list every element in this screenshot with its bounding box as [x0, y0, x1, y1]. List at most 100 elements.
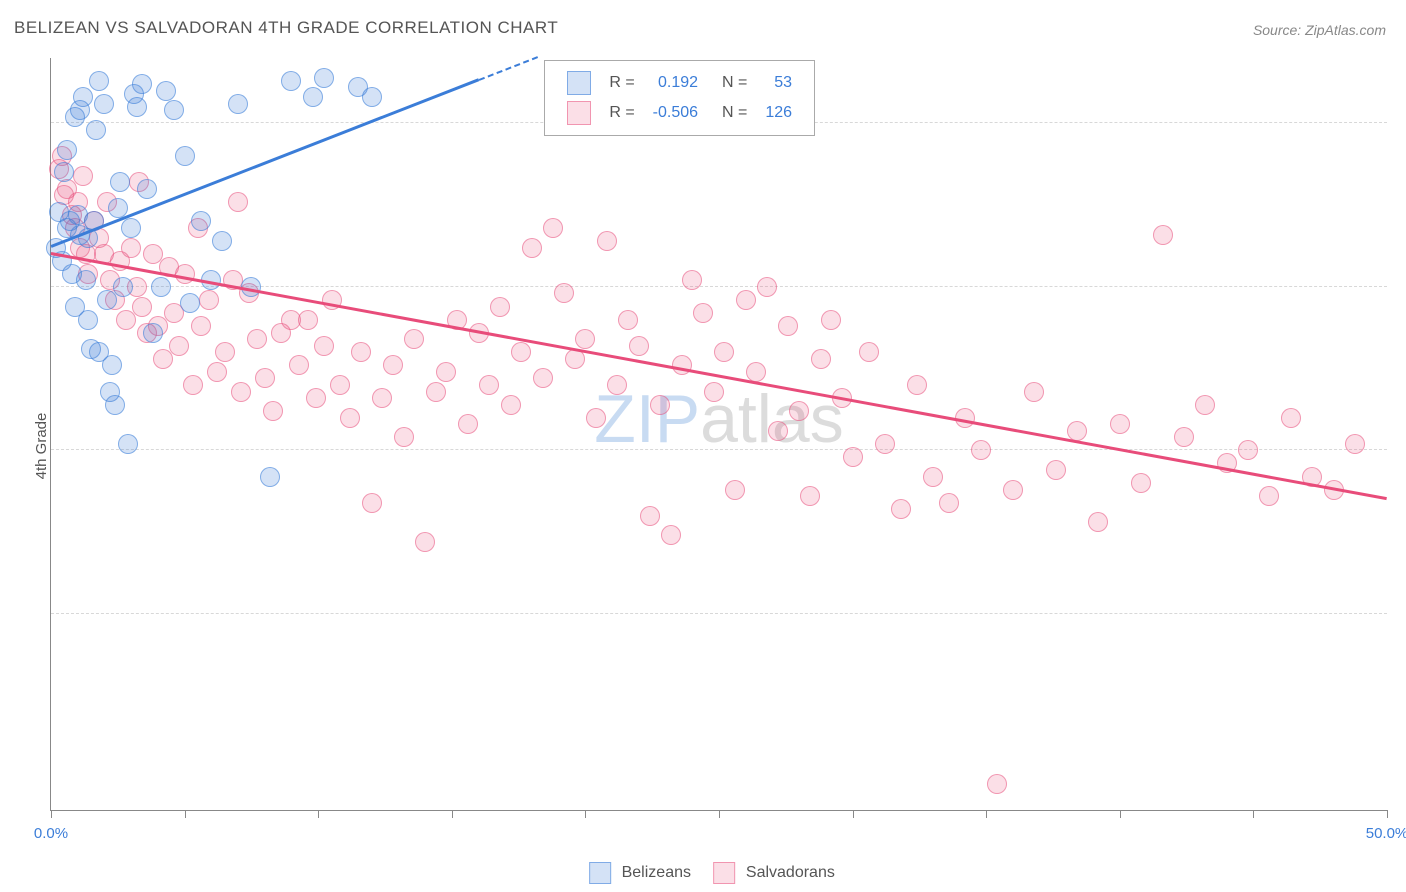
- legend-r-value: -0.506: [645, 99, 706, 127]
- x-tick: [1120, 810, 1121, 818]
- data-point: [971, 440, 991, 460]
- data-point: [164, 100, 184, 120]
- data-point: [607, 375, 627, 395]
- data-point: [113, 277, 133, 297]
- data-point: [757, 277, 777, 297]
- data-point: [672, 355, 692, 375]
- data-point: [183, 375, 203, 395]
- data-point: [207, 362, 227, 382]
- data-point: [212, 231, 232, 251]
- data-point: [228, 94, 248, 114]
- data-point: [704, 382, 724, 402]
- data-point: [132, 297, 152, 317]
- data-point: [228, 192, 248, 212]
- data-point: [121, 218, 141, 238]
- data-point: [1281, 408, 1301, 428]
- data-point: [1238, 440, 1258, 460]
- data-point: [362, 87, 382, 107]
- legend-n-label: N =: [708, 69, 755, 97]
- data-point: [116, 310, 136, 330]
- x-tick: [318, 810, 319, 818]
- data-point: [215, 342, 235, 362]
- data-point: [57, 140, 77, 160]
- x-tick: [986, 810, 987, 818]
- data-point: [1259, 486, 1279, 506]
- x-tick: [185, 810, 186, 818]
- data-point: [415, 532, 435, 552]
- data-point: [383, 355, 403, 375]
- x-tick: [585, 810, 586, 818]
- data-point: [175, 264, 195, 284]
- data-point: [97, 290, 117, 310]
- data-point: [118, 434, 138, 454]
- trend-line: [51, 78, 479, 247]
- data-point: [169, 336, 189, 356]
- data-point: [923, 467, 943, 487]
- data-point: [843, 447, 863, 467]
- data-point: [746, 362, 766, 382]
- data-point: [137, 179, 157, 199]
- data-point: [76, 270, 96, 290]
- data-point: [73, 166, 93, 186]
- data-point: [575, 329, 595, 349]
- data-point: [736, 290, 756, 310]
- data-point: [1088, 512, 1108, 532]
- legend-bottom: Belizeans Salvadorans: [571, 862, 835, 884]
- data-point: [725, 480, 745, 500]
- trend-line: [51, 252, 1387, 500]
- x-tick: [1253, 810, 1254, 818]
- legend-n-value: 53: [757, 69, 800, 97]
- data-point: [682, 270, 702, 290]
- data-point: [891, 499, 911, 519]
- data-point: [231, 382, 251, 402]
- data-point: [1110, 414, 1130, 434]
- data-point: [618, 310, 638, 330]
- data-point: [554, 283, 574, 303]
- x-tick: [719, 810, 720, 818]
- data-point: [1003, 480, 1023, 500]
- legend-r-label: R =: [601, 99, 642, 127]
- data-point: [298, 310, 318, 330]
- data-point: [789, 401, 809, 421]
- data-point: [191, 316, 211, 336]
- y-tick-label: 90.0%: [1397, 425, 1406, 442]
- data-point: [362, 493, 382, 513]
- data-point: [153, 349, 173, 369]
- data-point: [1067, 421, 1087, 441]
- data-point: [543, 218, 563, 238]
- legend-swatch: [567, 71, 591, 95]
- data-point: [640, 506, 660, 526]
- data-point: [94, 94, 114, 114]
- data-point: [939, 493, 959, 513]
- data-point: [821, 310, 841, 330]
- gridline: [51, 613, 1387, 614]
- data-point: [143, 323, 163, 343]
- legend-r-value: 0.192: [645, 69, 706, 97]
- legend-n-value: 126: [757, 99, 800, 127]
- data-point: [102, 355, 122, 375]
- data-point: [330, 375, 350, 395]
- data-point: [404, 329, 424, 349]
- data-point: [1174, 427, 1194, 447]
- data-point: [501, 395, 521, 415]
- swatch-belizeans: [589, 862, 611, 884]
- data-point: [124, 84, 144, 104]
- data-point: [110, 172, 130, 192]
- data-point: [800, 486, 820, 506]
- data-point: [811, 349, 831, 369]
- plot-area: ZIPatlas 85.0%90.0%95.0%100.0%0.0%50.0%: [50, 58, 1387, 811]
- data-point: [1195, 395, 1215, 415]
- data-point: [303, 87, 323, 107]
- data-point: [693, 303, 713, 323]
- data-point: [436, 362, 456, 382]
- data-point: [372, 388, 392, 408]
- legend-row: R =-0.506N =126: [559, 99, 800, 127]
- data-point: [105, 395, 125, 415]
- data-point: [1345, 434, 1365, 454]
- legend-row: R =0.192N =53: [559, 69, 800, 97]
- data-point: [394, 427, 414, 447]
- x-tick: [452, 810, 453, 818]
- data-point: [987, 774, 1007, 794]
- data-point: [314, 336, 334, 356]
- data-point: [281, 71, 301, 91]
